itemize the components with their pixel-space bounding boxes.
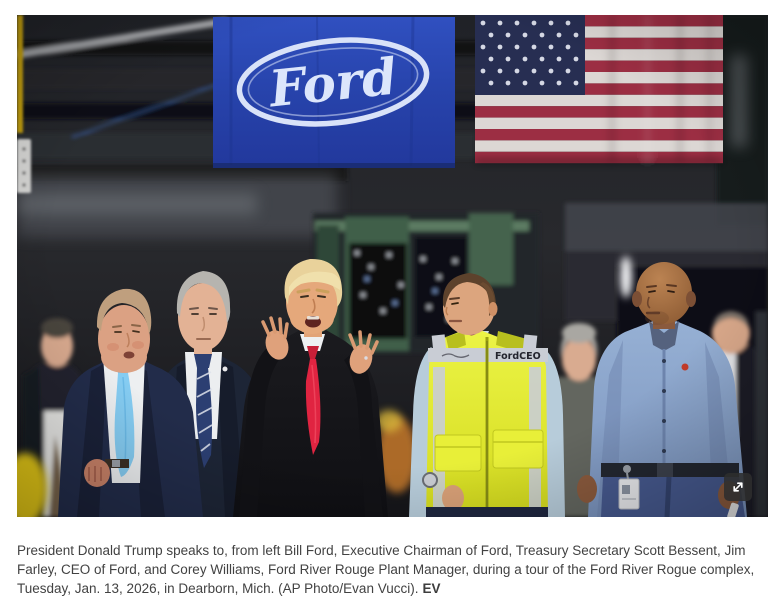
news-photo[interactable]: Ford bbox=[17, 15, 768, 517]
expand-button[interactable] bbox=[724, 473, 752, 501]
caption-credit: EV bbox=[422, 580, 441, 596]
expand-arrows-icon bbox=[733, 482, 743, 492]
photo-scene: Ford bbox=[17, 15, 768, 517]
photo-caption: President Donald Trump speaks to, from l… bbox=[17, 541, 765, 598]
photo-vignette bbox=[17, 15, 768, 517]
caption-text: President Donald Trump speaks to, from l… bbox=[17, 542, 755, 596]
